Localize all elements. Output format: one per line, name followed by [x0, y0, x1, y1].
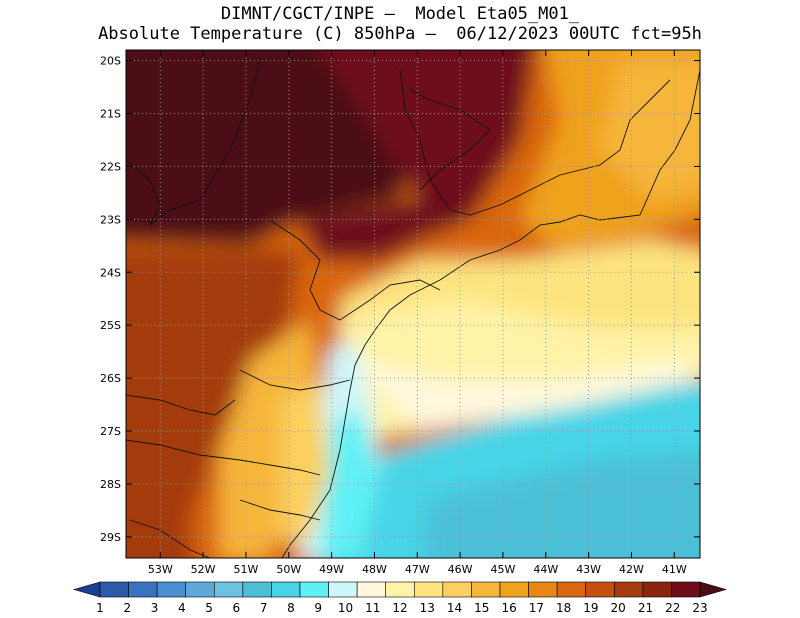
colorbar-label: 21 — [638, 601, 653, 615]
colorbar-label: 22 — [665, 601, 680, 615]
colorbar-label: 7 — [260, 601, 268, 615]
colorbar-label: 19 — [583, 601, 598, 615]
lat-label: 26S — [100, 372, 121, 385]
colorbar-swatch — [128, 581, 158, 598]
state-border-south-1 — [239, 369, 351, 391]
state-border-south-4 — [239, 499, 321, 521]
lon-label: 41W — [662, 563, 687, 576]
coastline-and-borders — [126, 59, 700, 558]
lat-label: 20S — [100, 55, 121, 68]
coastline — [281, 69, 700, 558]
longitude-axis: 53W 52W 51W 50W 49W 48W 47W 46W 45W 44W 43W 42W 41W — [148, 50, 687, 576]
colorbar-swatch — [99, 581, 129, 598]
colorbar-label: 6 — [233, 601, 241, 615]
colorbar-label: 11 — [365, 601, 380, 615]
colorbar-swatch — [413, 581, 444, 598]
state-border-sw — [129, 519, 211, 558]
colorbar-swatch — [499, 581, 529, 598]
lon-label: 52W — [191, 563, 216, 576]
colorbar-swatch — [671, 581, 701, 598]
colorbar: 1 2 3 4 5 6 7 8 9 10 11 12 13 14 15 16 17 18 19 20 21 22 23 — [72, 581, 728, 615]
colorbar-swatch — [471, 581, 501, 598]
colorbar-swatch — [585, 581, 615, 598]
colorbar-arrow-right — [699, 581, 728, 598]
colorbar-label: 13 — [420, 601, 435, 615]
lon-label: 46W — [448, 563, 473, 576]
colorbar-swatch — [213, 581, 244, 598]
colorbar-label: 2 — [123, 601, 131, 615]
lon-label: 50W — [276, 563, 301, 576]
colorbar-swatch — [185, 581, 215, 598]
lon-label: 48W — [362, 563, 387, 576]
river-parana — [149, 59, 261, 226]
lon-label: 51W — [234, 563, 259, 576]
lat-label: 22S — [100, 160, 121, 173]
colorbar-label: 15 — [474, 601, 489, 615]
lon-label: 42W — [619, 563, 644, 576]
colorbar-swatch — [271, 581, 301, 598]
colorbar-swatch — [356, 581, 387, 598]
state-border-west — [269, 219, 441, 321]
lat-label: 24S — [100, 266, 121, 279]
colorbar-label: 23 — [692, 601, 707, 615]
state-border-north — [399, 69, 671, 216]
colorbar-swatch — [642, 581, 672, 598]
colorbar-label: 9 — [314, 601, 322, 615]
colorbar-label: 12 — [392, 601, 407, 615]
colorbar-swatch — [156, 581, 187, 598]
colorbar-label: 4 — [178, 601, 186, 615]
state-border-south-3 — [126, 439, 321, 476]
temperature-field — [126, 50, 700, 558]
lat-label: 25S — [100, 319, 121, 332]
colorbar-label: 1 — [96, 601, 104, 615]
colorbar-swatch — [328, 581, 358, 598]
colorbar-label: 10 — [338, 601, 353, 615]
lat-label: 27S — [100, 425, 121, 438]
lon-label: 53W — [148, 563, 173, 576]
lat-label: 28S — [100, 478, 121, 491]
latitude-axis: 20S 21S 22S 23S 24S 25S 26S 27S 28S 29S — [100, 55, 700, 544]
colorbar-swatch — [299, 581, 329, 598]
colorbar-label: 14 — [447, 601, 462, 615]
colorbar-label: 18 — [556, 601, 571, 615]
state-border-south-2 — [126, 394, 236, 416]
colorbar-label: 20 — [611, 601, 626, 615]
colorbar-swatch — [442, 581, 472, 598]
lat-label: 21S — [100, 108, 121, 121]
colorbar-swatch — [528, 581, 558, 598]
map-gridlines — [126, 50, 700, 558]
state-border-central — [409, 89, 491, 191]
colorbar-swatch — [242, 581, 272, 598]
colorbar-swatch — [385, 581, 415, 598]
colorbar-label: 8 — [287, 601, 295, 615]
colorbar-arrow-left — [72, 581, 101, 598]
map-frame — [125, 49, 701, 559]
lat-label: 29S — [100, 531, 121, 544]
map-title-line-1: DIMNT/CGCT/INPE – Model Eta05_M01_ — [220, 4, 580, 24]
lat-label: 23S — [100, 213, 121, 226]
lon-label: 45W — [491, 563, 516, 576]
colorbar-swatch — [613, 581, 644, 598]
colorbar-label: 3 — [151, 601, 159, 615]
lon-label: 44W — [533, 563, 558, 576]
map-title-line-2: Absolute Temperature (C) 850hPa – 06/12/… — [98, 24, 702, 44]
colorbar-swatch — [556, 581, 587, 598]
lon-label: 49W — [319, 563, 344, 576]
lon-label: 47W — [405, 563, 430, 576]
state-border-west-2 — [126, 159, 161, 226]
colorbar-label: 17 — [529, 601, 544, 615]
colorbar-label: 5 — [205, 601, 213, 615]
colorbar-label: 16 — [501, 601, 516, 615]
lon-label: 43W — [576, 563, 601, 576]
